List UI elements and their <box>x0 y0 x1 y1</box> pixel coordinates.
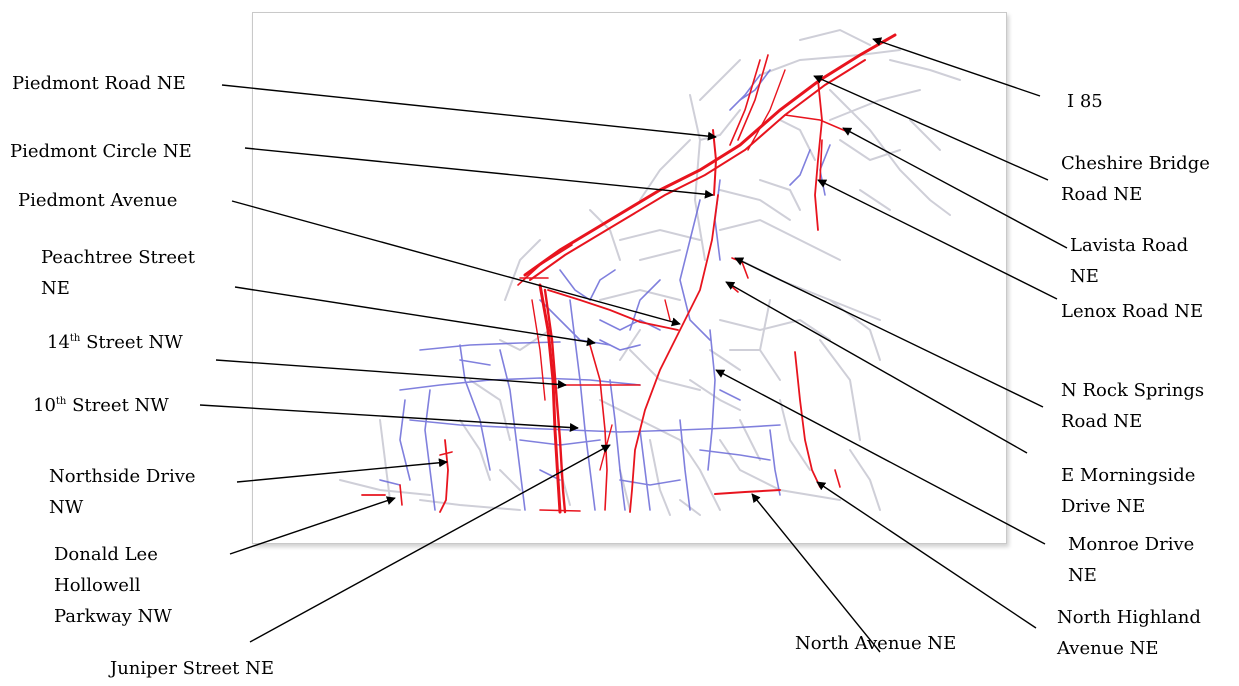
arrow-piedmont-road-ne <box>221 84 717 141</box>
label-14th-suffix: th <box>69 333 81 344</box>
label-10th-number: 10 <box>33 395 56 416</box>
arrow-piedmont-avenue <box>231 200 681 327</box>
arrow-e-morningside-drive-ne <box>725 281 1028 454</box>
label-piedmont-avenue: Piedmont Avenue <box>18 190 178 211</box>
arrow-n-rock-springs-road-ne <box>734 257 1044 408</box>
arrow-donald-lee-hollowell-parkway-nw <box>229 496 396 555</box>
label-14th-number: 14 <box>47 332 70 353</box>
arrow-lavista-road-ne <box>842 127 1068 249</box>
label-cheshire-bridge-road-ne: Cheshire Bridge Road NE <box>1061 153 1210 205</box>
label-14th-street-nw: 14th Street NW <box>47 323 183 358</box>
label-juniper-street-ne: Juniper Street NE <box>110 658 274 679</box>
arrow-northside-drive-nw <box>236 458 448 483</box>
label-e-morningside-drive-ne: E Morningside Drive NE <box>1061 465 1196 517</box>
label-lavista-road-ne: Lavista Road NE <box>1070 235 1189 287</box>
arrow-lenox-road-ne <box>817 179 1058 300</box>
arrow-14th-street-nw <box>215 359 567 389</box>
label-10th-suffix: th <box>55 396 67 407</box>
label-monroe-drive-ne: Monroe Drive NE <box>1068 534 1195 586</box>
arrow-piedmont-circle-ne <box>244 147 714 199</box>
arrow-10th-street-nw <box>199 404 579 432</box>
major-roads <box>361 33 897 514</box>
label-north-highland-avenue-ne: North Highland Avenue NE <box>1057 607 1201 659</box>
arrow-juniper-street-ne <box>249 444 611 643</box>
label-n-rock-springs-road-ne: N Rock Springs Road NE <box>1061 380 1205 432</box>
label-north-avenue-ne: North Avenue NE <box>795 633 957 654</box>
label-northside-drive-nw: Northside Drive NW <box>49 466 196 518</box>
arrow-north-avenue-ne <box>751 493 881 653</box>
label-peachtree-street-ne: Peachtree Street NE <box>41 247 195 299</box>
label-donald-lee-hollowell-parkway-nw: Donald Lee Hollowell Parkway NW <box>54 544 172 627</box>
label-10th-street-nw: 10th Street NW <box>33 386 169 421</box>
arrow-monroe-drive-ne <box>715 369 1046 545</box>
arrow-cheshire-bridge-road-ne <box>813 75 1049 181</box>
label-14th-text: Street NW <box>80 332 183 353</box>
arrow-i-85 <box>872 37 1041 97</box>
arrow-north-highland-avenue-ne <box>816 481 1037 629</box>
label-i-85: I 85 <box>1067 91 1103 112</box>
label-piedmont-circle-ne: Piedmont Circle NE <box>10 141 192 162</box>
label-10th-text: Street NW <box>66 395 169 416</box>
label-lenox-road-ne: Lenox Road NE <box>1061 301 1204 322</box>
arrow-peachtree-street-ne <box>234 286 596 347</box>
label-piedmont-road-ne: Piedmont Road NE <box>12 73 186 94</box>
